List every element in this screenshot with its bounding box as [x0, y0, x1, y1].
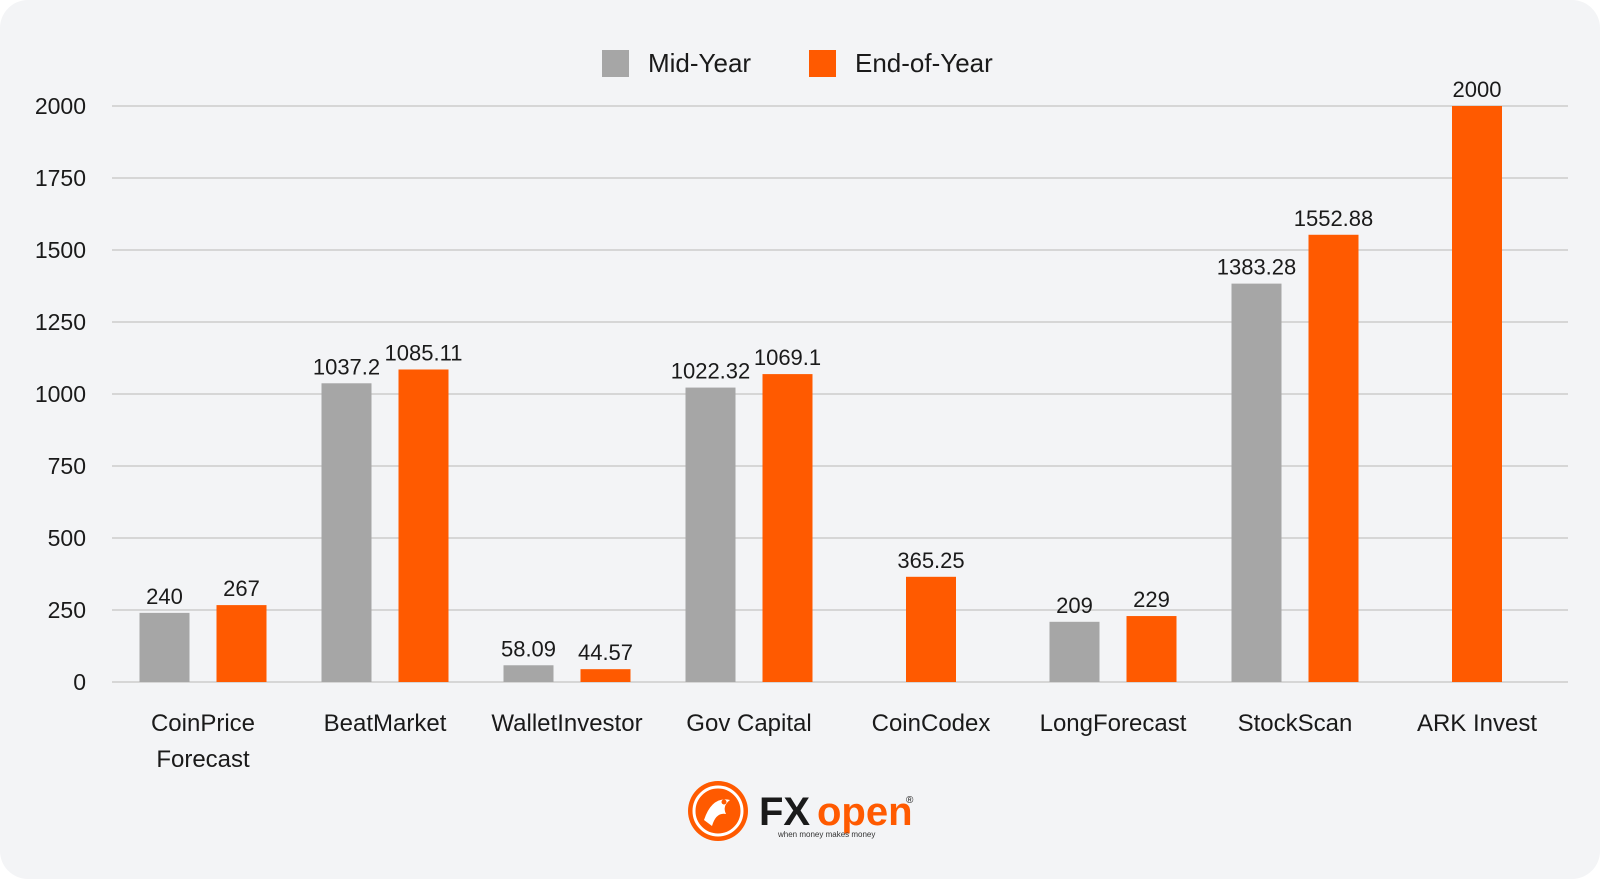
y-tick-label: 250 — [48, 597, 86, 623]
dragon-emblem-icon — [688, 781, 748, 841]
bar-mid-year — [1049, 621, 1100, 682]
bar-mid-year — [1231, 283, 1282, 682]
brand-tagline: when money makes money — [777, 830, 875, 839]
data-label: 58.09 — [501, 636, 556, 661]
bar-end-of-year — [398, 369, 449, 682]
data-label: 1383.28 — [1217, 255, 1297, 280]
bar-mid-year — [321, 383, 372, 682]
x-category-label: ARK Invest — [1417, 710, 1537, 737]
bar-end-of-year — [762, 374, 813, 682]
x-category-label: Gov Capital — [686, 710, 811, 737]
bar-end-of-year — [906, 576, 956, 682]
y-tick-label: 1500 — [35, 237, 86, 263]
bar-end-of-year — [580, 669, 631, 682]
fxopen-logo: FX open ® when money makes money — [688, 781, 914, 841]
data-label: 365.25 — [897, 548, 964, 573]
bar-mid-year — [139, 612, 190, 682]
data-label: 1552.88 — [1294, 206, 1374, 231]
data-label: 209 — [1056, 593, 1093, 618]
bar-mid-year — [685, 387, 736, 682]
bar-end-of-year — [1452, 106, 1502, 682]
data-label: 229 — [1133, 587, 1170, 612]
y-tick-label: 0 — [73, 669, 86, 695]
registered-mark: ® — [906, 795, 914, 806]
data-label: 267 — [223, 576, 260, 601]
y-tick-label: 1000 — [35, 381, 86, 407]
brand-name-open: open — [817, 790, 913, 834]
bar-end-of-year — [1308, 234, 1359, 682]
x-category-label: WalletInvestor — [491, 710, 642, 737]
legend-swatch — [602, 50, 629, 77]
y-tick-label: 750 — [48, 453, 86, 479]
y-axis: 0 250 500 750 1000 1250 1500 1750 2000 — [35, 93, 86, 695]
bar-mid-year — [503, 665, 554, 682]
legend-swatch — [809, 50, 836, 77]
x-category-label: StockScan — [1238, 710, 1353, 737]
y-tick-label: 2000 — [35, 93, 86, 119]
legend: Mid-Year End-of-Year — [602, 48, 993, 78]
legend-label: End-of-Year — [855, 48, 993, 78]
data-label: 1085.11 — [385, 340, 463, 365]
data-label: 1037.2 — [313, 354, 380, 379]
x-category-label: CoinCodex — [872, 710, 991, 737]
data-label: 240 — [146, 584, 183, 609]
y-tick-label: 500 — [48, 525, 86, 551]
x-axis: CoinPrice Forecast BeatMarket WalletInvesto… — [151, 710, 1537, 773]
bar-end-of-year — [1126, 616, 1177, 682]
x-category-label: CoinPrice — [151, 710, 255, 737]
x-category-label: BeatMarket — [324, 710, 447, 737]
bar-end-of-year — [216, 605, 267, 682]
y-tick-label: 1250 — [35, 309, 86, 335]
data-label: 1022.32 — [671, 359, 751, 384]
data-label: 1069.1 — [754, 345, 821, 370]
x-category-label: LongForecast — [1040, 710, 1187, 737]
brand-name-fx: FX — [759, 790, 810, 834]
data-label: 2000 — [1453, 77, 1502, 102]
data-label: 44.57 — [578, 640, 633, 665]
legend-label: Mid-Year — [648, 48, 751, 78]
x-category-label: Forecast — [156, 746, 250, 773]
bars — [139, 106, 1502, 682]
y-tick-label: 1750 — [35, 165, 86, 191]
